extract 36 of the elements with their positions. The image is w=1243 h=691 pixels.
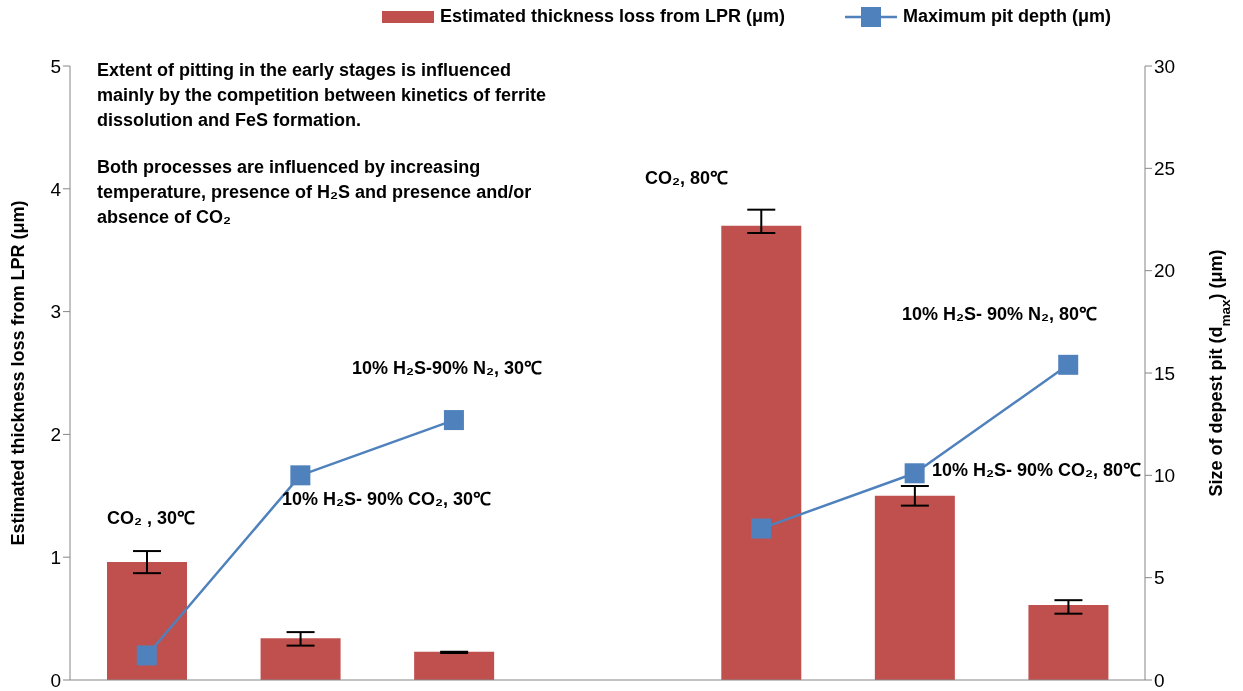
legend-label: Estimated thickness loss from LPR (μm) bbox=[439, 6, 786, 27]
y-tick-label: 0 bbox=[50, 669, 61, 691]
bar bbox=[874, 495, 955, 680]
y2-tick-label: 20 bbox=[1154, 260, 1176, 282]
bar bbox=[107, 562, 187, 680]
point bbox=[904, 463, 925, 484]
annotation: CO₂ , 30℃ bbox=[107, 507, 196, 530]
y2-tick-label: 0 bbox=[1154, 669, 1165, 691]
y2-tick-label: 30 bbox=[1154, 55, 1176, 77]
point bbox=[290, 465, 311, 486]
legend-label: Maximum pit depth (μm) bbox=[903, 6, 1112, 27]
y-tick-label: 4 bbox=[50, 178, 62, 200]
y-tick-label: 2 bbox=[50, 424, 61, 446]
y2-tick-label: 10 bbox=[1154, 465, 1176, 487]
y-axis-title: Estimated thickness loss from LPR (μm) bbox=[8, 200, 28, 546]
point bbox=[1058, 354, 1079, 375]
y2-tick-label: 5 bbox=[1154, 567, 1165, 589]
point bbox=[751, 518, 772, 539]
bar bbox=[1028, 605, 1109, 680]
annotation: 10% H₂S-90% N₂, 30℃ bbox=[352, 357, 543, 380]
point bbox=[443, 410, 464, 431]
annotation: 10% H₂S- 90% N₂, 80℃ bbox=[902, 303, 1098, 326]
y-tick-label: 1 bbox=[50, 546, 61, 568]
annotation: 10% H₂S- 90% CO₂, 80℃ bbox=[932, 459, 1142, 482]
point bbox=[136, 645, 157, 666]
annotation: Extent of pitting in the early stages is influenced mainly by the competition between kinetics of ferrite dissolution and FeS formation. bbox=[97, 59, 548, 132]
y2-tick-label: 15 bbox=[1154, 362, 1176, 384]
bar bbox=[414, 651, 495, 680]
annotation: CO₂, 80℃ bbox=[645, 167, 729, 190]
y-tick-label: 3 bbox=[50, 301, 61, 323]
bar bbox=[260, 638, 341, 680]
annotation: 10% H₂S- 90% CO₂, 30℃ bbox=[282, 488, 492, 511]
y2-tick-label: 25 bbox=[1154, 158, 1176, 180]
bar bbox=[721, 225, 802, 680]
annotation: Both processes are influenced by increasing temperature, presence of H₂S and presence and/or absence of CO₂ bbox=[97, 156, 533, 229]
y-tick-label: 5 bbox=[50, 55, 61, 77]
